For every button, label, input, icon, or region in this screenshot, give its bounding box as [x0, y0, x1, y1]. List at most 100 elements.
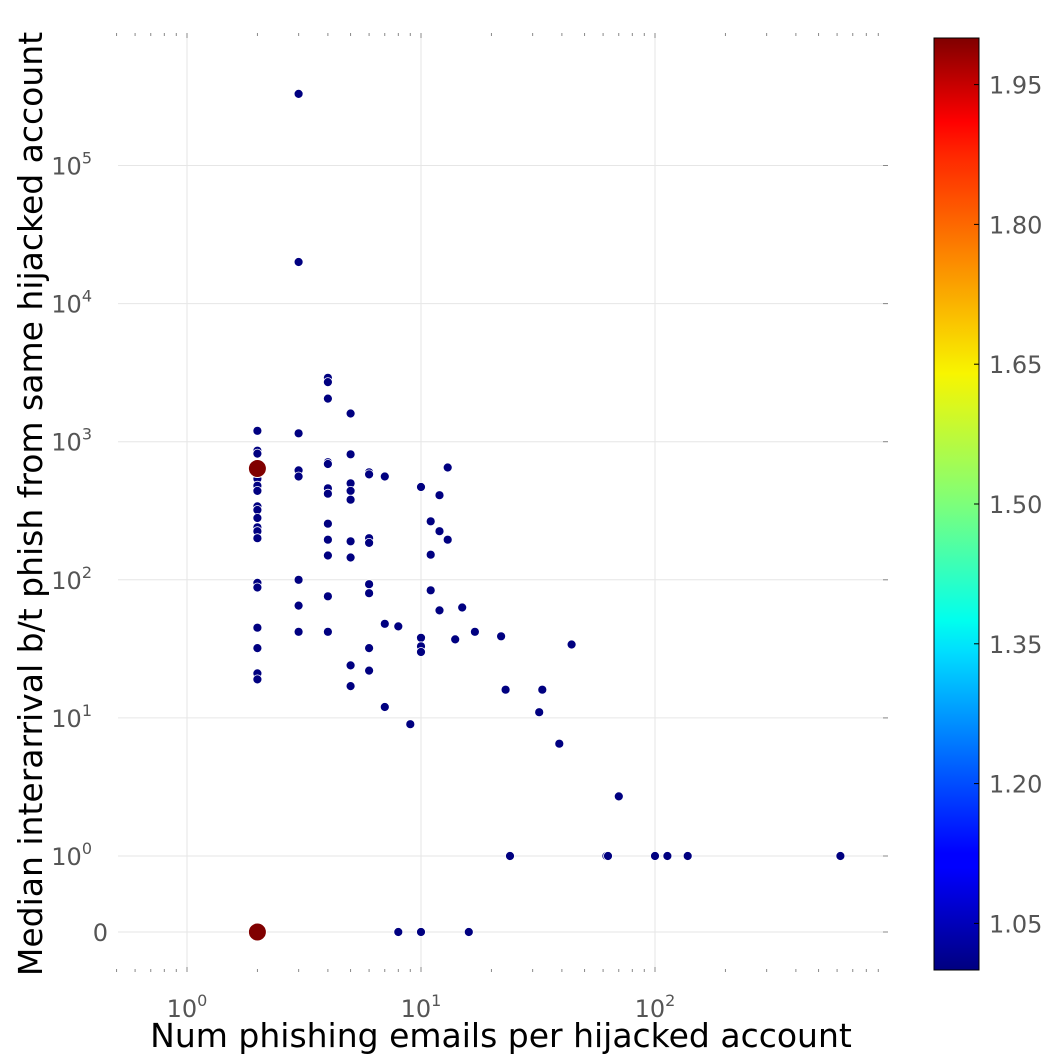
data-point-high [247, 459, 267, 478]
data-point [252, 622, 263, 633]
y-tick-label: 100 [51, 839, 92, 871]
data-point [662, 851, 673, 861]
data-point [345, 449, 356, 460]
data-point [345, 485, 356, 496]
data-point [835, 851, 846, 861]
data-point [364, 665, 375, 676]
data-point [252, 513, 263, 523]
data-point [434, 490, 445, 501]
colorbar-ticks: 1.05 1.20 1.35 1.50 1.65 1.80 1.95 [974, 72, 1042, 938]
data-point [364, 643, 375, 653]
data-point [345, 660, 356, 671]
data-point [322, 591, 333, 602]
data-point [469, 626, 480, 637]
data-point [613, 791, 624, 802]
data-point [252, 425, 263, 436]
data-point [322, 488, 333, 499]
data-point [345, 681, 356, 691]
data-point [322, 459, 333, 469]
colorbar-tick-label: 1.20 [989, 771, 1042, 799]
data-point [345, 552, 356, 563]
data-point [405, 719, 416, 730]
data-point [322, 518, 333, 529]
y-tick-label: 101 [51, 701, 92, 733]
data-point [457, 602, 468, 613]
x-tick-label: 100 [167, 991, 208, 1023]
data-point [554, 738, 565, 749]
data-point [252, 485, 263, 496]
data-point [379, 471, 390, 482]
data-point [364, 469, 375, 480]
data-point [345, 536, 356, 547]
data-point [322, 626, 333, 637]
y-tick-label: 103 [51, 425, 92, 457]
data-point [650, 851, 660, 861]
data-point [293, 257, 304, 267]
data-point [434, 526, 445, 537]
colorbar-tick-label: 1.05 [989, 910, 1042, 938]
data-point [603, 851, 613, 861]
data-point [322, 550, 333, 561]
data-point [425, 549, 436, 560]
data-point [364, 579, 375, 590]
data-point [379, 618, 390, 629]
colorbar-tick-label: 1.35 [989, 631, 1042, 659]
data-point [416, 632, 426, 643]
data-point [293, 428, 304, 439]
data-point [416, 482, 426, 492]
data-point [537, 684, 548, 695]
data-point [566, 639, 577, 650]
colorbar: 1.05 1.20 1.35 1.50 1.65 1.80 1.95 [933, 37, 1042, 971]
data-point [442, 462, 453, 473]
data-point [425, 585, 436, 596]
data-point [252, 448, 263, 459]
data-point-high [247, 922, 267, 942]
data-point [293, 600, 304, 611]
data-point [442, 534, 453, 545]
minor-ticks [116, 33, 888, 972]
colorbar-tick-label: 1.65 [989, 351, 1042, 379]
data-point [505, 851, 515, 861]
y-tick-label: 0 [93, 919, 108, 947]
data-point [364, 588, 375, 599]
data-points [247, 89, 846, 942]
data-point [393, 621, 404, 632]
data-point [252, 582, 263, 593]
data-point [416, 927, 426, 937]
data-point [252, 643, 263, 653]
data-point [416, 647, 426, 657]
data-point [463, 927, 474, 937]
grid [118, 33, 888, 972]
colorbar-tick-label: 1.50 [989, 491, 1042, 519]
x-tick-label: 101 [401, 991, 442, 1023]
data-point [293, 89, 304, 99]
data-point [252, 533, 263, 544]
y-tick-label: 105 [51, 149, 92, 181]
x-tick-label: 102 [635, 991, 676, 1023]
data-point [345, 408, 356, 419]
data-point [293, 574, 304, 585]
tick-labels: 100 101 102 0 100 101 102 103 104 105 [51, 149, 675, 1024]
y-axis-title: Median interarrival b/t phish from same … [11, 32, 50, 976]
data-point [322, 393, 333, 404]
data-point [322, 377, 333, 388]
data-point [434, 605, 445, 616]
data-point [364, 538, 375, 548]
y-tick-label: 102 [51, 563, 92, 595]
data-point [450, 634, 461, 645]
data-point [293, 626, 304, 637]
data-point [252, 674, 263, 685]
colorbar-tick-label: 1.80 [989, 211, 1042, 239]
colorbar-tick-label: 1.95 [989, 72, 1042, 100]
data-point [322, 534, 333, 545]
y-tick-label: 104 [51, 287, 92, 319]
x-axis-title: Num phishing emails per hijacked account [150, 1016, 852, 1055]
data-point [379, 702, 390, 712]
data-point [496, 631, 507, 642]
data-point [345, 494, 356, 505]
colorbar-gradient [933, 37, 980, 971]
data-point [500, 684, 511, 695]
data-point [293, 471, 304, 482]
data-point [682, 851, 693, 861]
